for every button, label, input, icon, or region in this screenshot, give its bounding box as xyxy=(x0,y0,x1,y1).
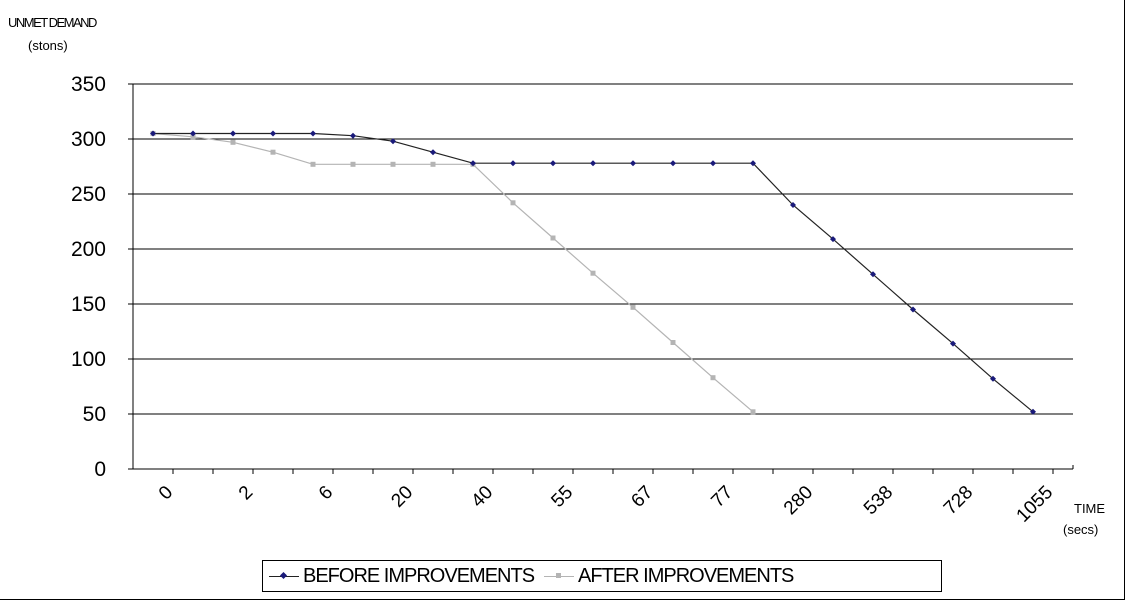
before-data-point xyxy=(910,306,916,313)
before-data-point xyxy=(990,375,996,382)
after-data-point xyxy=(590,270,596,276)
before-data-point xyxy=(270,130,276,137)
y-tick-label: 300 xyxy=(71,128,106,151)
before-data-point xyxy=(630,160,636,167)
y-tick-label: 200 xyxy=(71,238,106,261)
before-data-point xyxy=(870,271,876,278)
y-tick-label: 0 xyxy=(94,458,106,481)
y-axis-title: UNMET DEMAND xyxy=(8,15,97,30)
before-data-point xyxy=(950,340,956,347)
legend-after-label: AFTER IMPROVEMENTS xyxy=(578,564,794,587)
x-tick-label: 77 xyxy=(707,482,737,512)
before-data-point xyxy=(510,160,516,167)
x-tick-label: 20 xyxy=(387,482,417,512)
x-tick-label: 0 xyxy=(155,482,177,504)
y-tick-label: 150 xyxy=(71,293,106,316)
before-data-point xyxy=(470,160,476,167)
legend-before-label: BEFORE IMPROVEMENTS xyxy=(303,564,535,587)
line-chart: 0 50 100 150 200 250 300 350 0 2 6 20 40 55 67 77 280 538… xyxy=(71,73,1074,527)
legend-after-swatch xyxy=(544,571,575,581)
after-data-point xyxy=(310,161,316,167)
before-data-point xyxy=(1030,408,1036,415)
x-tick-label: 538 xyxy=(860,482,897,519)
after-data-point xyxy=(190,134,196,140)
y-tick-label: 250 xyxy=(71,183,106,206)
x-axis-unit: (secs) xyxy=(1063,522,1099,537)
after-data-point xyxy=(710,375,716,381)
before-data-point xyxy=(150,130,156,137)
x-tick-label: 55 xyxy=(547,482,577,512)
y-tick-label: 50 xyxy=(83,403,106,426)
y-axis-unit: (stons) xyxy=(28,38,68,53)
after-series-line xyxy=(152,132,754,413)
before-data-point xyxy=(310,130,316,137)
before-data-point xyxy=(390,138,396,145)
before-data-point xyxy=(670,160,676,167)
x-tick-label: 2 xyxy=(235,482,257,504)
legend-before-swatch xyxy=(269,571,299,581)
after-data-point xyxy=(350,161,356,167)
x-tick-label: 280 xyxy=(780,482,817,519)
x-tick-label: 1055 xyxy=(1013,482,1058,527)
after-data-point xyxy=(270,149,276,155)
before-data-point xyxy=(550,160,556,167)
legend-item-after: AFTER IMPROVEMENTS xyxy=(544,564,794,588)
legend-item-before: BEFORE IMPROVEMENTS xyxy=(269,564,535,588)
after-data-point xyxy=(550,235,556,241)
before-data-point xyxy=(750,160,756,167)
after-data-point xyxy=(670,340,676,345)
before-data-point xyxy=(230,130,236,137)
x-tick-label: 67 xyxy=(627,482,657,512)
x-tick-label: 40 xyxy=(467,482,497,512)
y-tick-label: 100 xyxy=(71,348,106,371)
after-data-point xyxy=(630,304,636,310)
after-data-point xyxy=(750,409,756,415)
y-tick-label: 350 xyxy=(71,73,106,96)
before-data-point xyxy=(710,160,716,167)
after-data-point xyxy=(230,139,236,145)
after-data-point xyxy=(390,161,396,167)
before-data-point xyxy=(830,236,836,243)
after-data-point xyxy=(430,161,436,167)
after-data-point xyxy=(510,200,516,206)
x-tick-label: 728 xyxy=(940,482,977,519)
before-data-point xyxy=(790,202,796,208)
before-data-point xyxy=(350,132,356,139)
x-axis-title: TIME xyxy=(1074,501,1106,516)
before-data-point xyxy=(590,160,596,167)
before-data-point xyxy=(190,130,196,137)
legend: BEFORE IMPROVEMENTS AFTER IMPROVEMENTS xyxy=(262,560,942,592)
before-data-point xyxy=(430,149,436,156)
x-tick-label: 6 xyxy=(315,482,337,504)
